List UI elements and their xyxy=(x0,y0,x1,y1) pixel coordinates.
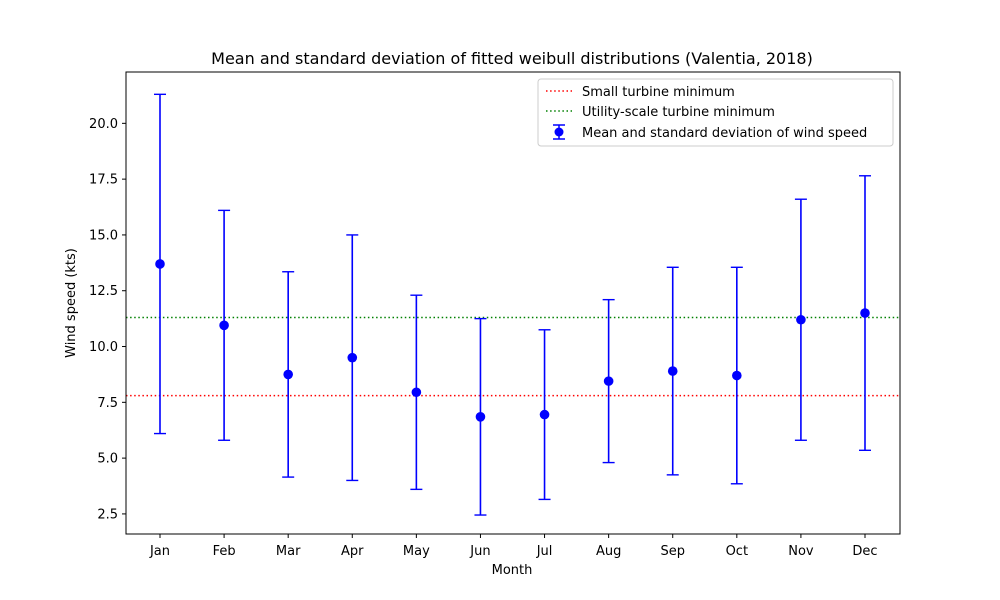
mean-point xyxy=(539,409,550,420)
errorbar-may xyxy=(410,294,423,491)
y-axis-ticks: 2.5 5.0 7.5 10.0 12.5 15.0 17.5 20.0 xyxy=(89,117,126,522)
y-tick-label: 15.0 xyxy=(89,228,118,243)
legend-label-wind-speed: Mean and standard deviation of wind spee… xyxy=(582,126,867,141)
mean-point xyxy=(475,412,486,422)
errorbar-dec xyxy=(859,175,871,452)
mean-point xyxy=(860,308,870,318)
errorbar-mar xyxy=(282,271,295,478)
x-tick-label: Sep xyxy=(660,544,685,559)
x-tick-label: May xyxy=(403,544,430,559)
y-tick-label: 2.5 xyxy=(97,507,118,522)
errorbar-sep xyxy=(666,266,679,476)
x-tick-label: Feb xyxy=(213,544,236,559)
mean-point xyxy=(603,376,614,386)
errorbar-oct xyxy=(730,266,743,485)
mean-point xyxy=(796,314,806,325)
y-tick-label: 17.5 xyxy=(89,173,118,188)
legend-marker-wind-speed xyxy=(553,124,565,140)
errorbar-nov xyxy=(794,198,807,441)
mean-point xyxy=(667,366,678,376)
errorbar-jan xyxy=(154,93,166,435)
chart-title: Mean and standard deviation of fitted we… xyxy=(211,49,813,68)
legend: Small turbine minimum Utility-scale turb… xyxy=(537,78,894,147)
x-tick-label: Oct xyxy=(726,544,748,559)
errorbar-jul xyxy=(538,329,551,501)
x-tick-label: Jan xyxy=(149,544,170,559)
errorbar-feb xyxy=(218,209,231,441)
x-tick-label: Mar xyxy=(276,544,301,559)
legend-label-small-turbine: Small turbine minimum xyxy=(582,85,735,100)
errorbar-apr xyxy=(346,234,359,482)
x-tick-label: Jun xyxy=(469,544,490,559)
x-axis-label: Month xyxy=(492,563,533,578)
y-tick-label: 10.0 xyxy=(89,340,118,355)
x-axis-ticks: Jan Feb Mar Apr May Jun Jul Aug Sep Oct Nov Dec xyxy=(149,534,878,559)
x-tick-label: Apr xyxy=(341,544,364,559)
plot-frame xyxy=(125,71,901,535)
legend-label-utility-turbine: Utility-scale turbine minimum xyxy=(582,105,775,120)
errorbar-aug xyxy=(602,298,615,464)
x-tick-label: Jul xyxy=(536,544,553,559)
y-tick-label: 12.5 xyxy=(89,284,118,299)
x-tick-label: Dec xyxy=(852,544,877,559)
mean-point xyxy=(219,320,229,331)
x-tick-label: Aug xyxy=(596,544,621,559)
mean-point xyxy=(283,369,293,380)
mean-point xyxy=(732,370,742,381)
mean-point xyxy=(347,352,358,363)
y-tick-label: 20.0 xyxy=(89,117,118,132)
mean-point xyxy=(411,387,422,398)
plot-area xyxy=(126,93,900,516)
y-axis-label: Wind speed (kts) xyxy=(64,248,79,358)
x-tick-label: Nov xyxy=(788,544,814,559)
mean-point xyxy=(155,259,165,269)
errorbar-jun xyxy=(474,317,487,516)
y-tick-label: 7.5 xyxy=(97,396,118,411)
legend-box xyxy=(537,78,894,147)
y-tick-label: 5.0 xyxy=(97,452,118,467)
